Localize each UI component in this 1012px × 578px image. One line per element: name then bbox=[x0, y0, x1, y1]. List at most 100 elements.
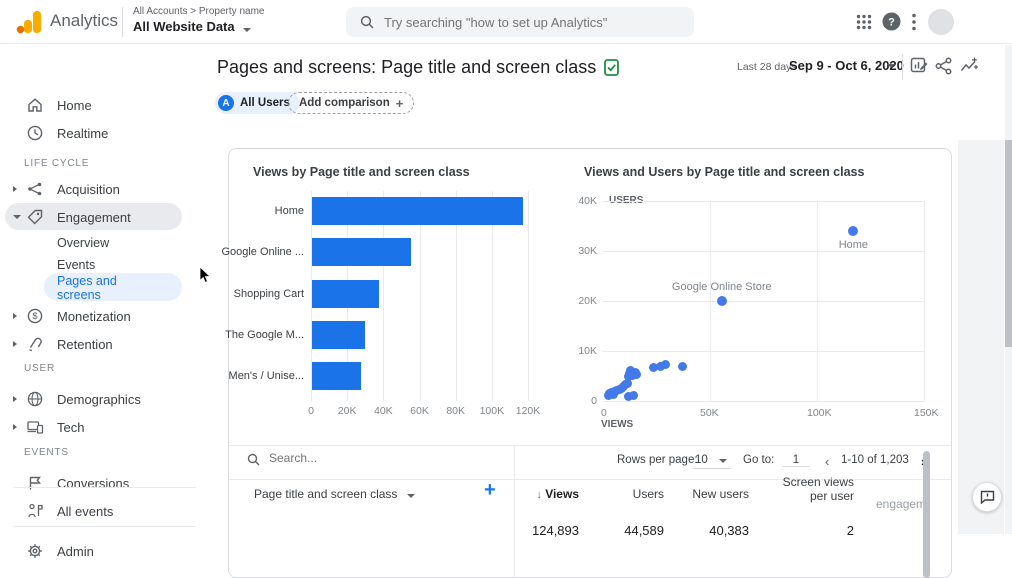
gridline bbox=[455, 191, 457, 401]
section-label-life-cycle: LIFE CYCLE bbox=[24, 158, 90, 169]
sidebar-item-all-events[interactable]: All events bbox=[0, 497, 196, 525]
sidebar-item-engagement-row[interactable]: Engagement bbox=[0, 203, 196, 231]
scatter-point[interactable] bbox=[661, 359, 671, 369]
analytics-logo-icon[interactable] bbox=[16, 9, 42, 35]
gridline bbox=[311, 191, 312, 401]
sidebar-item-pages-and-screens-label[interactable]: Pages and screens bbox=[57, 274, 117, 302]
feedback-button[interactable] bbox=[972, 482, 1002, 512]
totals-new-users: 40,383 bbox=[709, 523, 749, 538]
gridline bbox=[603, 351, 924, 352]
sidebar-item-monetization[interactable]: $ Monetization bbox=[0, 302, 196, 330]
column-header-views[interactable]: ↓ Views bbox=[536, 487, 579, 501]
page-title: Pages and screens: Page title and screen… bbox=[217, 57, 620, 78]
sidebar-item-conversions[interactable]: Conversions bbox=[0, 469, 196, 497]
column-header-engagement-truncated[interactable]: engagem bbox=[876, 497, 927, 511]
x-axis-tick: 50K bbox=[700, 407, 719, 419]
breadcrumb: All Accounts > Property name bbox=[133, 6, 265, 17]
column-header-users[interactable]: Users bbox=[632, 487, 664, 501]
sidebar-item-realtime[interactable]: Realtime bbox=[0, 119, 196, 147]
gridline bbox=[710, 201, 711, 401]
chevron-down-icon[interactable] bbox=[243, 28, 251, 32]
engagement-tag-icon bbox=[27, 209, 43, 225]
dimension-column-header[interactable]: Page title and screen class bbox=[254, 487, 415, 501]
y-axis-label: USERS bbox=[609, 195, 643, 206]
collapse-icon[interactable] bbox=[13, 215, 21, 219]
comparison-badge: A bbox=[218, 95, 234, 111]
bar-5[interactable] bbox=[312, 362, 361, 391]
bar-2[interactable] bbox=[312, 238, 412, 267]
expand-icon[interactable] bbox=[13, 424, 17, 430]
expand-icon[interactable] bbox=[13, 186, 17, 192]
scatter-point[interactable] bbox=[628, 390, 638, 400]
bar-category-label: Shopping Cart bbox=[233, 287, 304, 300]
tech-devices-icon bbox=[27, 421, 44, 434]
sidebar-item-engagement[interactable] bbox=[5, 203, 182, 230]
rows-per-page-select[interactable]: 10 bbox=[693, 454, 731, 469]
scatter-point[interactable] bbox=[677, 361, 687, 371]
scatter-point[interactable] bbox=[623, 392, 633, 401]
scatter-point[interactable] bbox=[623, 378, 633, 388]
divider bbox=[514, 445, 515, 578]
previous-page-icon[interactable]: ‹ bbox=[825, 454, 830, 469]
bar-chart bbox=[311, 191, 529, 401]
y-axis-tick: 0 bbox=[591, 395, 597, 407]
page-scrollbar-thumb[interactable] bbox=[1005, 140, 1012, 347]
sidebar-item-admin[interactable]: Admin bbox=[0, 537, 196, 565]
sidebar-item-events[interactable]: Events bbox=[57, 258, 96, 272]
expand-icon[interactable] bbox=[13, 341, 17, 347]
table-search[interactable] bbox=[247, 451, 497, 471]
product-name[interactable]: Analytics bbox=[50, 11, 119, 30]
page-scrollbar[interactable] bbox=[1005, 45, 1012, 534]
rows-per-page-label: Rows per page: bbox=[617, 454, 698, 466]
column-header-screen-views-per-user[interactable]: Screen views per user bbox=[782, 475, 854, 503]
sidebar-item-demographics[interactable]: Demographics bbox=[0, 385, 196, 413]
scatter-point-google-online-store[interactable] bbox=[716, 296, 727, 306]
expand-icon[interactable] bbox=[13, 396, 17, 402]
y-axis-tick: 40K bbox=[578, 195, 597, 207]
report-card: Views by Page title and screen class 0 20… bbox=[221, 148, 952, 578]
scatter-point-home[interactable] bbox=[848, 226, 859, 236]
totals-views: 124,893 bbox=[532, 523, 579, 538]
global-search[interactable] bbox=[346, 7, 694, 37]
apps-grid-icon[interactable] bbox=[856, 14, 872, 30]
scatter-point[interactable] bbox=[648, 362, 658, 372]
customize-report-icon[interactable] bbox=[909, 56, 929, 76]
sidebar-item-acquisition[interactable]: Acquisition bbox=[0, 175, 196, 203]
more-vertical-icon[interactable] bbox=[912, 13, 916, 31]
chevron-down-icon[interactable] bbox=[887, 64, 895, 68]
date-range-picker[interactable]: Sep 9 - Oct 6, 2020 bbox=[789, 58, 904, 73]
gridline bbox=[491, 191, 493, 401]
table-search-input[interactable] bbox=[269, 451, 469, 465]
data-quality-icon[interactable] bbox=[604, 59, 620, 76]
scatter-point[interactable] bbox=[631, 369, 641, 379]
property-selector[interactable]: All Website Data bbox=[133, 19, 235, 34]
pagination-range: 1-10 of 1,203 bbox=[841, 454, 909, 466]
add-comparison-button[interactable]: Add comparison + bbox=[288, 92, 415, 114]
sidebar-item-home[interactable]: Home bbox=[0, 91, 196, 119]
share-icon[interactable] bbox=[934, 56, 954, 76]
x-axis-tick: 40K bbox=[373, 405, 393, 417]
insights-icon[interactable] bbox=[959, 56, 979, 76]
x-axis-tick: 0 bbox=[601, 407, 607, 419]
sidebar-item-pages-and-screens[interactable] bbox=[44, 273, 182, 301]
help-icon[interactable]: ? bbox=[882, 12, 901, 31]
expand-icon[interactable] bbox=[13, 313, 17, 319]
bar-4[interactable] bbox=[312, 320, 366, 349]
search-input[interactable] bbox=[384, 7, 684, 37]
y-axis-tick: 30K bbox=[578, 245, 597, 257]
bar-3[interactable] bbox=[312, 279, 379, 308]
column-header-new-users[interactable]: New users bbox=[692, 487, 749, 501]
all-users-chip[interactable]: A All Users bbox=[215, 92, 300, 114]
table-scrollbar[interactable] bbox=[923, 451, 930, 578]
sidebar-item-retention[interactable]: Retention bbox=[0, 330, 196, 358]
x-axis-tick: 100K bbox=[807, 407, 832, 419]
avatar[interactable] bbox=[928, 9, 954, 35]
gridline bbox=[603, 301, 924, 302]
scatter-point[interactable] bbox=[655, 361, 665, 371]
divider bbox=[229, 479, 951, 480]
goto-page-input[interactable]: 1 bbox=[782, 454, 810, 467]
add-column-button[interactable]: + bbox=[484, 479, 496, 501]
bar-1[interactable] bbox=[312, 197, 523, 225]
sidebar-item-overview[interactable]: Overview bbox=[57, 236, 110, 250]
sidebar-item-tech[interactable]: Tech bbox=[0, 413, 196, 441]
